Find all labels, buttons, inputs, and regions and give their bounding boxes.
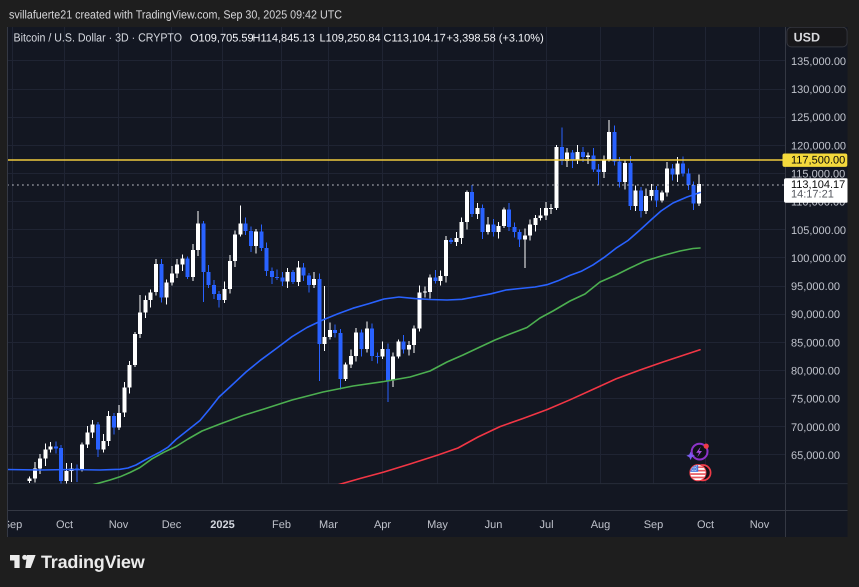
svg-text:14:17:21: 14:17:21 bbox=[791, 189, 834, 201]
svg-text:95,000.00: 95,000.00 bbox=[791, 281, 840, 293]
svg-text:105,000.00: 105,000.00 bbox=[791, 225, 846, 237]
svg-text:TradingView: TradingView bbox=[41, 552, 146, 572]
svg-text:75,000.00: 75,000.00 bbox=[791, 394, 840, 406]
svg-text:Aug: Aug bbox=[591, 519, 611, 531]
svg-text:C113,104.17: C113,104.17 bbox=[384, 33, 446, 45]
svg-text:Apr: Apr bbox=[374, 519, 391, 531]
svg-text:135,000.00: 135,000.00 bbox=[791, 56, 846, 68]
svg-text:65,000.00: 65,000.00 bbox=[791, 450, 840, 462]
svg-text:80,000.00: 80,000.00 bbox=[791, 366, 840, 378]
svg-text:90,000.00: 90,000.00 bbox=[791, 309, 840, 321]
svg-text:H114,845.13: H114,845.13 bbox=[253, 33, 315, 45]
svg-text:L109,250.84: L109,250.84 bbox=[320, 33, 381, 45]
svg-text:Nov: Nov bbox=[750, 519, 770, 531]
svg-text:USD: USD bbox=[794, 31, 820, 45]
svg-text:Sep: Sep bbox=[644, 519, 664, 531]
svg-text:O109,705.59: O109,705.59 bbox=[190, 33, 254, 45]
svg-text:2025: 2025 bbox=[210, 519, 234, 531]
svg-text:115,000.00: 115,000.00 bbox=[791, 169, 845, 181]
svg-text:+3,398.58 (+3.10%): +3,398.58 (+3.10%) bbox=[447, 33, 544, 45]
svg-text:Jul: Jul bbox=[539, 519, 553, 531]
svg-text:113,104.17: 113,104.17 bbox=[791, 179, 845, 191]
svg-text:svillafuerte21 created with Tr: svillafuerte21 created with TradingView.… bbox=[9, 8, 342, 22]
svg-text:Bitcoin / U.S. Dollar · 3D · C: Bitcoin / U.S. Dollar · 3D · CRYPTO bbox=[14, 31, 183, 45]
svg-text:Oct: Oct bbox=[56, 519, 73, 531]
svg-text:Feb: Feb bbox=[272, 519, 291, 531]
svg-text:85,000.00: 85,000.00 bbox=[791, 337, 840, 349]
svg-text:117,500.00: 117,500.00 bbox=[791, 155, 845, 167]
svg-text:Oct: Oct bbox=[697, 519, 714, 531]
svg-text:Mar: Mar bbox=[319, 519, 338, 531]
svg-text:100,000.00: 100,000.00 bbox=[791, 253, 846, 265]
svg-text:Dec: Dec bbox=[162, 519, 182, 531]
svg-text:Nov: Nov bbox=[109, 519, 129, 531]
svg-text:Jun: Jun bbox=[485, 519, 503, 531]
svg-text:May: May bbox=[427, 519, 448, 531]
svg-text:70,000.00: 70,000.00 bbox=[791, 422, 840, 434]
svg-text:130,000.00: 130,000.00 bbox=[791, 84, 846, 96]
svg-text:120,000.00: 120,000.00 bbox=[791, 140, 846, 152]
svg-text:125,000.00: 125,000.00 bbox=[791, 112, 846, 124]
